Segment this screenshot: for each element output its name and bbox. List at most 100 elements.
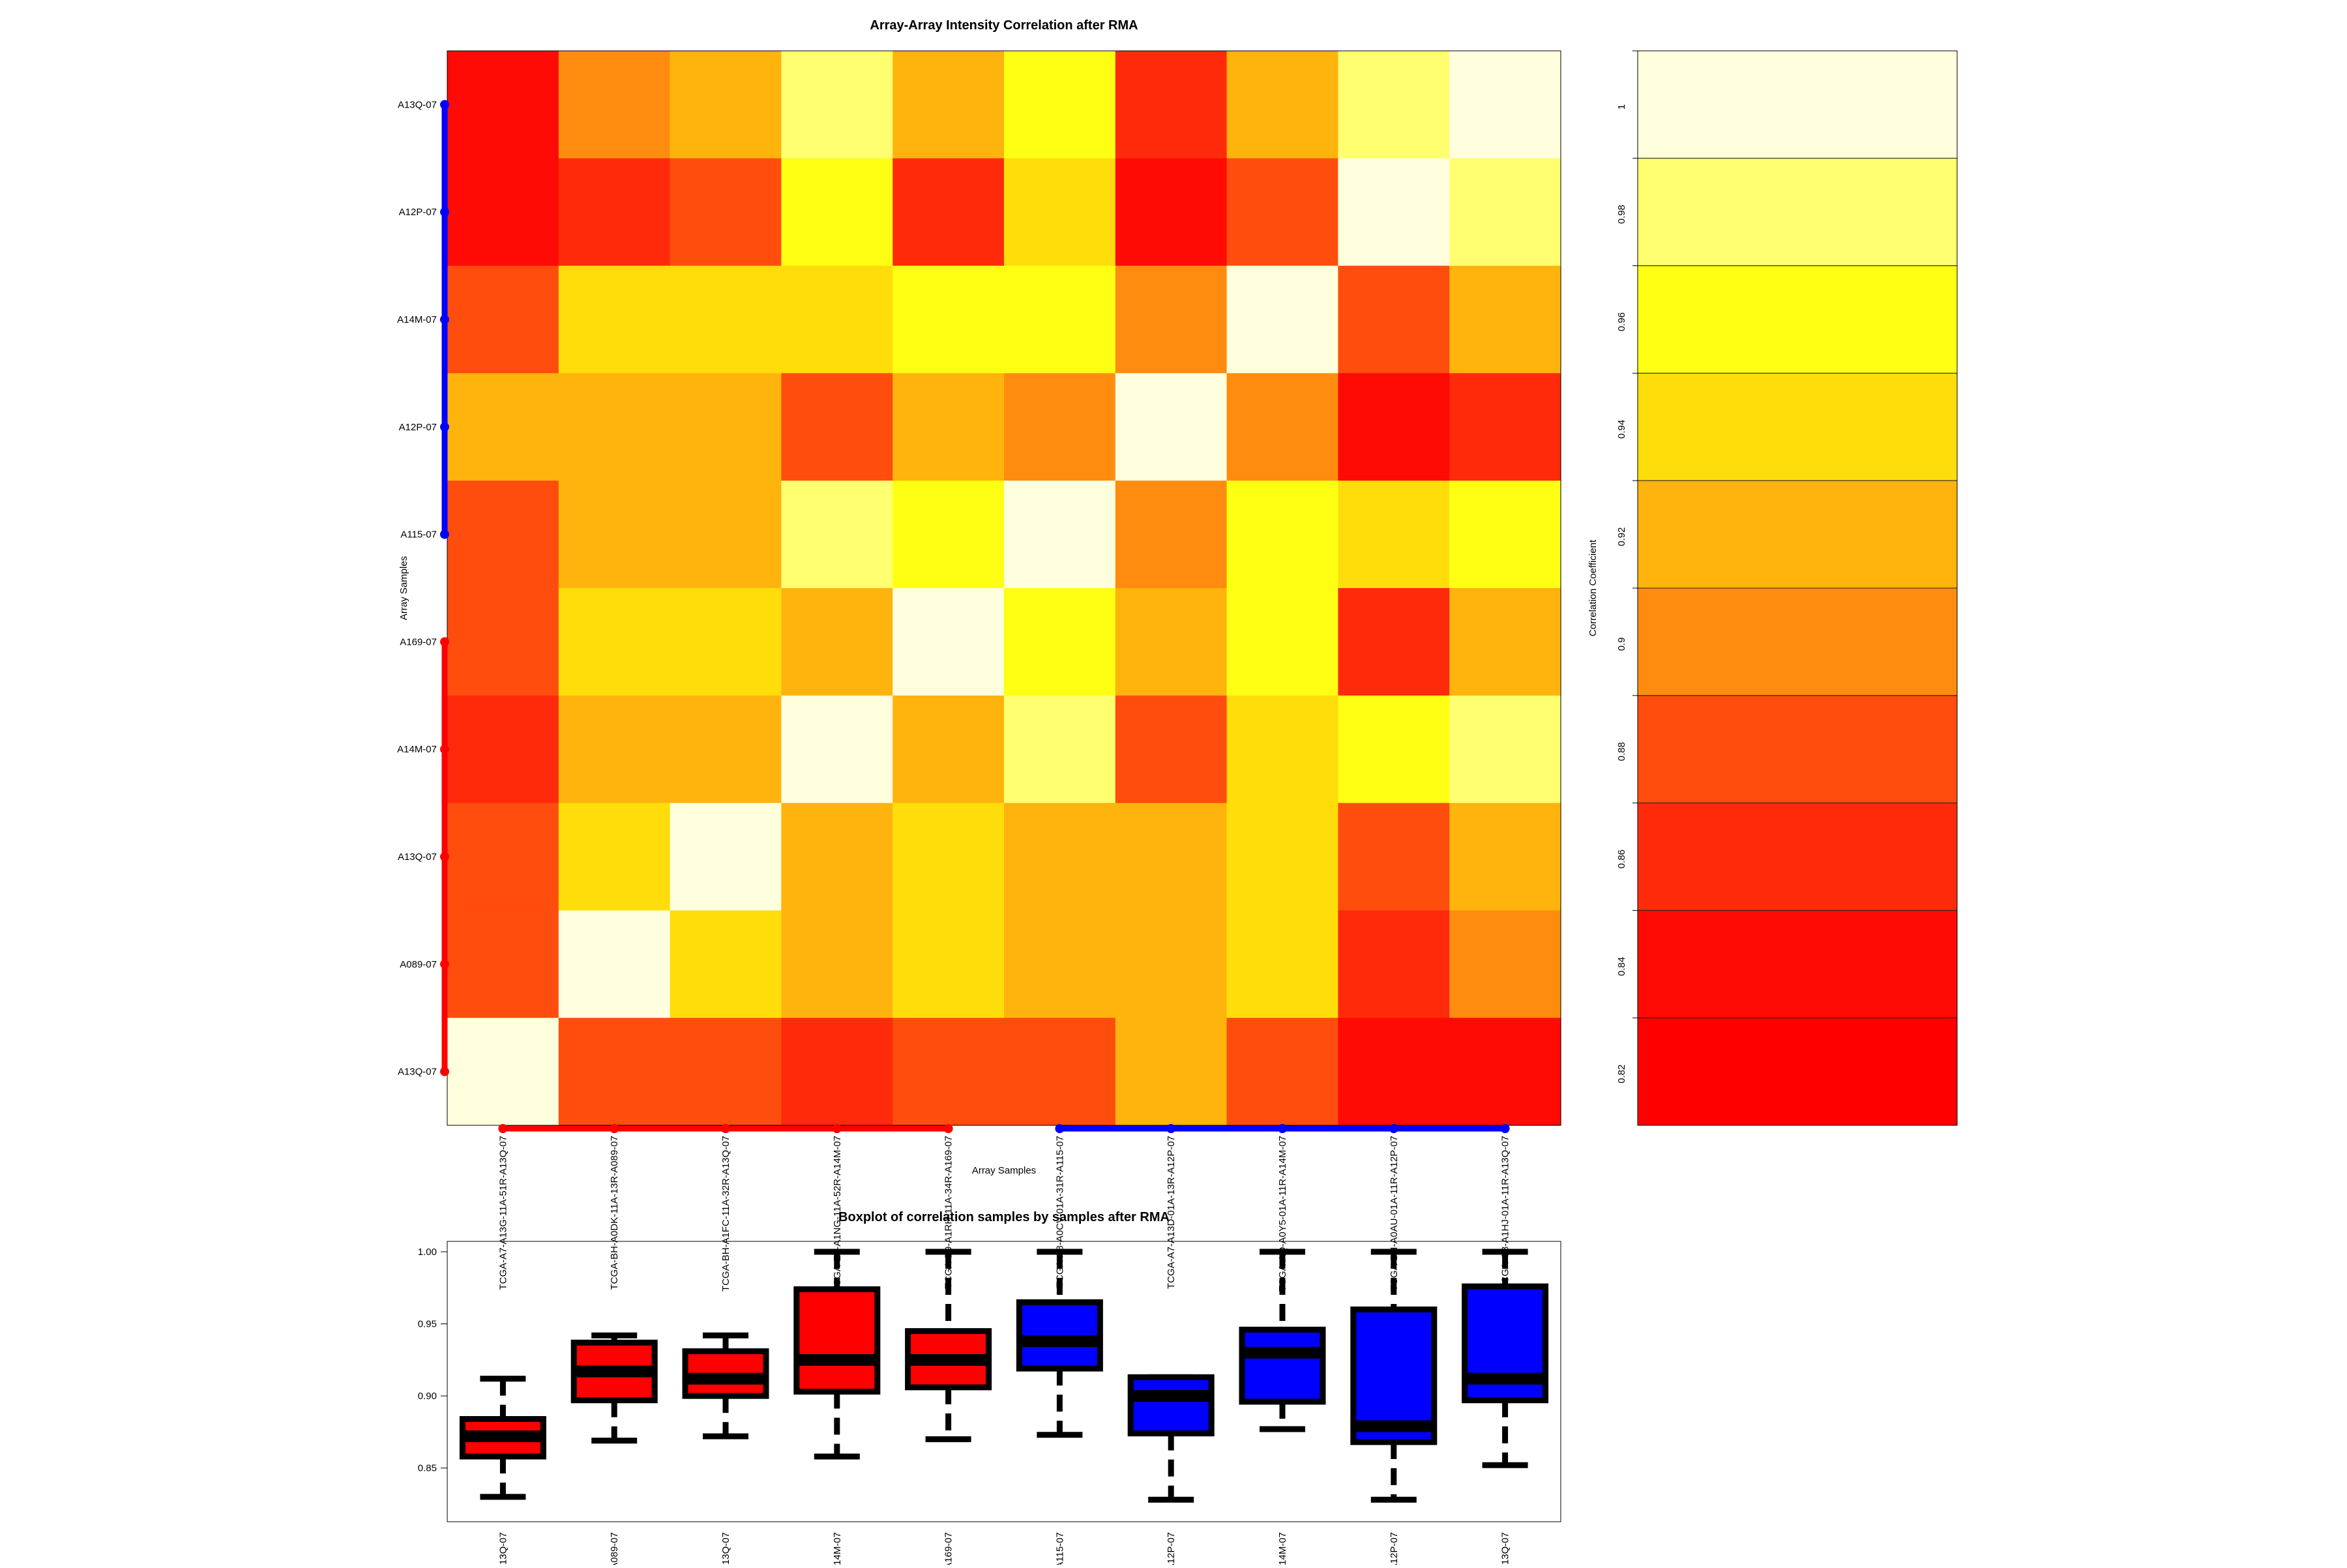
colorbar-tick-label: 0.98 — [1616, 205, 1627, 224]
boxplot-y-tick-label: 0.90 — [418, 1391, 437, 1402]
heatmap-cell — [893, 803, 1005, 911]
heatmap-cell — [781, 695, 893, 804]
heatmap-cell — [558, 1018, 671, 1126]
heatmap-cell — [558, 803, 671, 911]
colorbar-tick-label: 0.84 — [1616, 957, 1627, 976]
heatmap-cell — [1226, 481, 1338, 589]
heatmap-cell — [447, 51, 559, 159]
heatmap-cell — [670, 588, 782, 696]
heatmap-cell — [781, 481, 893, 589]
heatmap-cell — [1004, 1018, 1116, 1126]
column-group-node — [1500, 1124, 1510, 1133]
heatmap-cell — [893, 588, 1005, 696]
heatmap-cell — [1115, 695, 1228, 804]
boxplot-title: Boxplot of correlation samples by sample… — [838, 1210, 1170, 1224]
column-group-node — [1278, 1124, 1287, 1133]
heatmap-cell — [1115, 910, 1228, 1018]
boxplot-y-tick-label: 1.00 — [418, 1247, 437, 1258]
heatmap-x-axis-label: Array Samples — [972, 1165, 1036, 1176]
heatmap-cell — [1226, 1018, 1338, 1126]
heatmap-cell — [1226, 51, 1338, 159]
boxplot-box-3 — [682, 1332, 769, 1440]
heatmap-title: Array-Array Intensity Correlation after … — [870, 18, 1138, 33]
heatmap-cell — [1004, 803, 1116, 911]
colorbar-band — [1637, 587, 1958, 696]
row-group-node — [440, 100, 449, 110]
heatmap-cell — [447, 481, 559, 589]
heatmap-cell — [558, 265, 671, 374]
heatmap-column-label: TCGA-A7-A13D-01A-13R-A12P-07 — [1166, 1136, 1177, 1289]
heatmap-cell — [1004, 588, 1116, 696]
heatmap-cell — [1115, 481, 1228, 589]
boxplot-box-6 — [1016, 1249, 1103, 1438]
heatmap-cell — [1449, 373, 1561, 481]
boxplot-box-9 — [1350, 1249, 1438, 1503]
heatmap-row-label: A089-07 — [400, 959, 437, 970]
heatmap-y-axis-label: Array Samples — [398, 556, 409, 620]
heatmap-cell — [1226, 158, 1338, 267]
heatmap-cell — [781, 158, 893, 267]
heatmap-cell — [670, 51, 782, 159]
heatmap-cell — [447, 695, 559, 804]
boxplot-y-tick-label: 0.85 — [418, 1463, 437, 1474]
interquartile-box — [1239, 1326, 1326, 1405]
colorbar-band — [1637, 695, 1958, 804]
column-group-node — [832, 1124, 842, 1133]
heatmap-cell — [1226, 588, 1338, 696]
column-group-node — [498, 1124, 508, 1133]
heatmap-column-label: TCGA-BH-A0DK-11A-13R-A089-07 — [609, 1136, 620, 1290]
heatmap-cell — [1115, 51, 1228, 159]
heatmap-cell — [1449, 1018, 1561, 1126]
heatmap-cell — [1449, 588, 1561, 696]
interquartile-box — [1127, 1374, 1215, 1437]
row-group-node — [440, 422, 449, 432]
heatmap-cell — [1338, 803, 1450, 911]
boxplot-box-2 — [570, 1332, 658, 1444]
heatmap-cell — [558, 695, 671, 804]
colorbar-band — [1637, 265, 1958, 374]
boxplot-category-label: R-A115-07 — [1054, 1532, 1065, 1565]
colorbar-tick-label: 0.86 — [1616, 850, 1627, 868]
heatmap-cell — [447, 910, 559, 1018]
heatmap-cell — [670, 481, 782, 589]
heatmap-cell — [558, 373, 671, 481]
row-group-node — [440, 745, 449, 754]
heatmap-cell — [1115, 588, 1228, 696]
boxplot-box-10 — [1462, 1249, 1549, 1468]
row-group-node — [440, 207, 449, 217]
heatmap-cell — [1004, 910, 1116, 1018]
heatmap-cell — [893, 910, 1005, 1018]
heatmap-cell — [1338, 1018, 1450, 1126]
heatmap-row-label: A13Q-07 — [398, 99, 437, 110]
row-group-node — [440, 1067, 449, 1076]
heatmap-cell — [1449, 910, 1561, 1018]
boxplot-category-label: R-A169-07 — [943, 1532, 954, 1565]
heatmap-cell — [447, 803, 559, 911]
boxplot-category-label: R-A14M-07 — [832, 1532, 843, 1565]
heatmap-cell — [1115, 265, 1228, 374]
colorbar-band — [1637, 372, 1958, 481]
colorbar-band — [1637, 480, 1958, 589]
colorbar-label: Correlation Coefficient — [1587, 539, 1599, 636]
heatmap-cell — [1115, 1018, 1228, 1126]
boxplot-category-label: R-A13Q-07 — [1500, 1532, 1511, 1565]
colorbar-tick-label: 0.96 — [1616, 312, 1627, 331]
colorbar-tick-label: 0.94 — [1616, 420, 1627, 439]
colorbar-tick-label: 1 — [1616, 104, 1627, 110]
heatmap-row-label: A12P-07 — [399, 422, 437, 433]
heatmap-cell — [1338, 481, 1450, 589]
heatmap-cell — [893, 51, 1005, 159]
heatmap-cell — [670, 803, 782, 911]
row-group-node — [440, 315, 449, 324]
heatmap-cell — [1338, 158, 1450, 267]
heatmap-cell — [893, 1018, 1005, 1126]
boxplot-category-label: R-A13Q-07 — [497, 1532, 509, 1565]
heatmap-cell — [447, 588, 559, 696]
heatmap-cell — [1449, 695, 1561, 804]
heatmap-cell — [1338, 51, 1450, 159]
heatmap-row-label: A12P-07 — [399, 207, 437, 218]
colorbar-tick-labels: 1 0.98 0.96 0.94 0.92 0.9 0.88 0.86 0.84 0.82 — [1616, 50, 1638, 1084]
boxplot-box-7 — [1127, 1374, 1215, 1503]
heatmap-cell — [670, 373, 782, 481]
heatmap-cell — [781, 1018, 893, 1126]
